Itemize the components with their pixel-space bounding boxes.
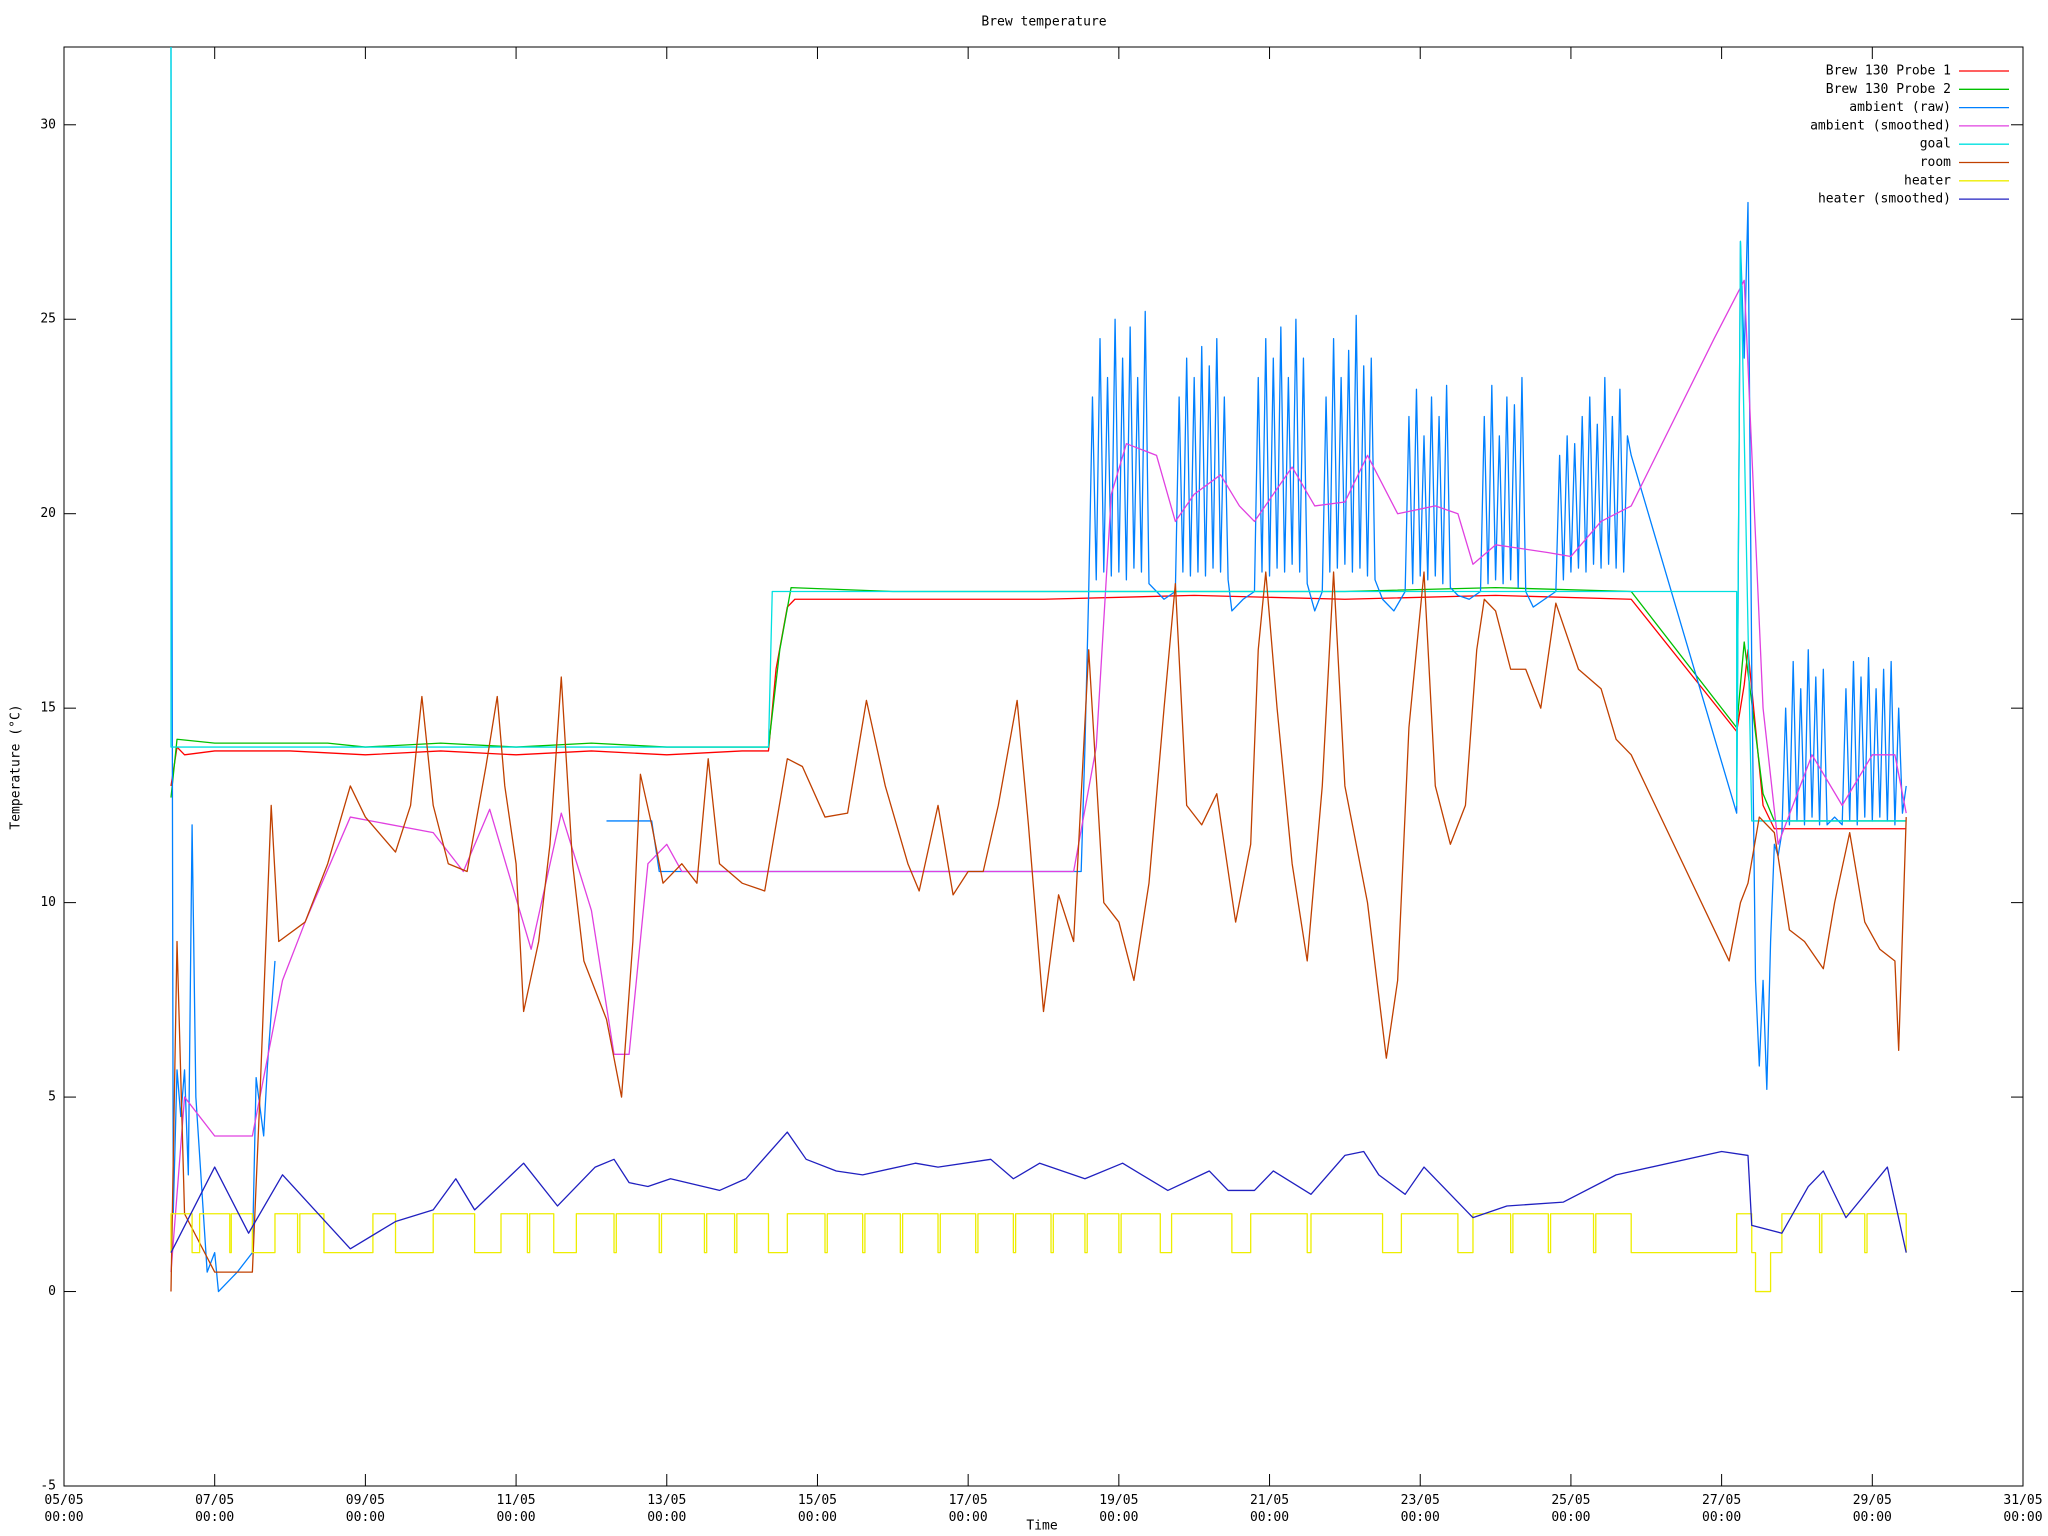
chart-title: Brew temperature [981,15,1106,30]
legend-label: ambient (smoothed) [1810,118,1951,133]
series-line [170,47,1907,822]
y-tick-label: 30 [40,117,56,132]
y-tick-label: 0 [48,1284,56,1299]
series-line [170,571,1907,1292]
series-line [170,47,1907,1293]
x-tick-label: 09/05 00:00 [345,1493,385,1525]
legend-label: room [1920,155,1951,170]
x-tick-label: 21/05 00:00 [1249,1493,1290,1525]
series-line [170,1213,1907,1293]
y-tick-label: 10 [40,895,56,910]
x-tick-label: 31/05 00:00 [2003,1493,2043,1525]
legend-label: Brew 130 Probe 2 [1826,82,1951,97]
legend-label: heater [1904,173,1951,188]
y-tick-label: 15 [40,701,56,716]
x-tick-label: 25/05 00:00 [1551,1493,1591,1525]
x-tick-label: 15/05 00:00 [797,1493,838,1525]
x-axis-label: Time [1026,1519,1057,1534]
legend-label: Brew 130 Probe 1 [1826,64,1951,79]
x-tick-label: 13/05 00:00 [647,1493,687,1525]
legend-label: ambient (raw) [1849,100,1951,115]
y-tick-label: 20 [40,506,56,521]
y-axis-label: Temperature (°C) [9,704,24,829]
x-tick-label: 07/05 00:00 [195,1493,235,1525]
series-line [170,1131,1907,1253]
x-tick-label: 29/05 00:00 [1852,1493,1892,1525]
y-tick-label: -5 [40,1479,56,1494]
y-tick-label: 5 [48,1090,56,1105]
y-tick-label: 25 [40,312,56,327]
x-tick-label: 23/05 00:00 [1400,1493,1440,1525]
series-layer [170,47,1907,1293]
legend-label: goal [1920,137,1951,152]
x-tick-label: 19/05 00:00 [1099,1493,1139,1525]
plot-border [63,46,2024,1487]
series-line [170,279,1907,1273]
x-tick-label: 11/05 00:00 [496,1493,536,1525]
series-line [170,586,1907,822]
x-tick-label: 27/05 00:00 [1702,1493,1742,1525]
x-tick-label: 05/05 00:00 [44,1493,84,1525]
legend-label: heater (smoothed) [1818,192,1951,207]
x-tick-label: 17/05 00:00 [948,1493,988,1525]
series-line [170,594,1907,830]
